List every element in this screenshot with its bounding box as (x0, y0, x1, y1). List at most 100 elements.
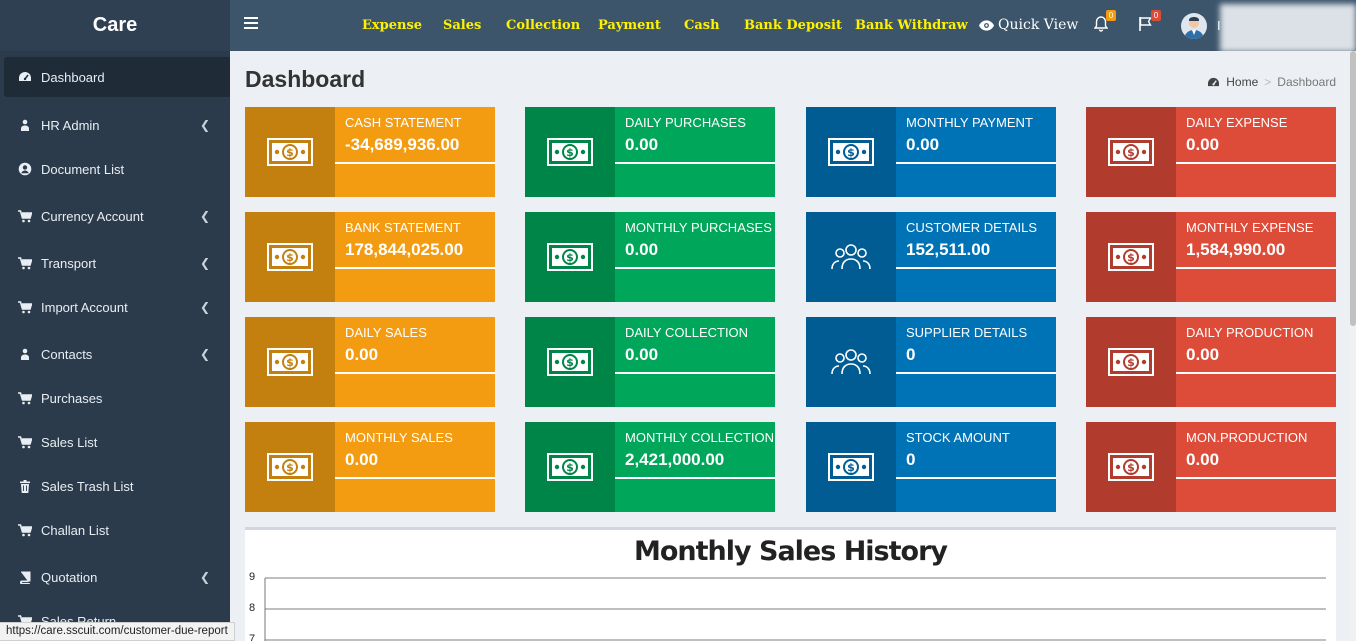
info-box-value: 1,584,990.00 (1186, 240, 1286, 259)
info-box-value: 178,844,025.00 (345, 240, 464, 259)
breadcrumb-home[interactable]: Home (1226, 75, 1259, 89)
nav-cash[interactable]: Cash (684, 18, 720, 33)
info-box-daily-expense[interactable]: $ DAILY EXPENSE 0.00 (1086, 107, 1336, 197)
info-box-monthly-sales[interactable]: $ MONTHLY SALES 0.00 (245, 422, 495, 512)
nav-bank-withdraw[interactable]: Bank Withdraw (855, 18, 968, 33)
sidebar-toggle-icon[interactable] (244, 17, 258, 29)
page-scrollbar[interactable] (1350, 51, 1356, 641)
sidebar-item-challan-list[interactable]: Challan List (0, 510, 230, 550)
info-box-value: 0.00 (345, 345, 379, 364)
sidebar-item-purchases[interactable]: Purchases (0, 378, 230, 418)
svg-text:$: $ (286, 461, 294, 474)
svg-text:$: $ (1127, 146, 1135, 159)
info-box-label: DAILY PURCHASES (625, 115, 746, 130)
svg-text:$: $ (1127, 461, 1135, 474)
info-box-monthly-expense[interactable]: $ MONTHLY EXPENSE 1,584,990.00 (1086, 212, 1336, 302)
info-box-daily-sales[interactable]: $ DAILY SALES 0.00 (245, 317, 495, 407)
svg-text:$: $ (1127, 356, 1135, 369)
money-icon: $ (1086, 317, 1176, 407)
svg-text:$: $ (566, 356, 574, 369)
info-box-divider (615, 372, 775, 374)
quick-view-button[interactable]: Quick View (979, 17, 1078, 33)
money-icon: $ (245, 422, 335, 512)
info-box-label: MONTHLY PURCHASES (625, 220, 772, 235)
info-box-divider (335, 267, 495, 269)
nav-sales[interactable]: Sales (443, 18, 482, 33)
svg-text:$: $ (566, 461, 574, 474)
cart-icon (17, 209, 33, 223)
nav-collection[interactable]: Collection (506, 18, 581, 33)
info-box-cash-statement[interactable]: $ CASH STATEMENT -34,689,936.00 (245, 107, 495, 197)
sidebar-item-label: Purchases (41, 390, 103, 406)
info-box-label: MONTHLY COLLECTION (625, 430, 775, 445)
sidebar-item-label: Document List (41, 161, 125, 177)
info-box-daily-purchases[interactable]: $ DAILY PURCHASES 0.00 (525, 107, 775, 197)
info-box-divider (1176, 372, 1336, 374)
sidebar-item-hr-admin[interactable]: HR Admin ❮ (0, 105, 230, 145)
info-box-monthly-collection[interactable]: $ MONTHLY COLLECTION 2,421,000.00 (525, 422, 775, 512)
cart-icon (17, 256, 33, 270)
info-box-value: 0.00 (906, 135, 940, 154)
money-icon: $ (1086, 107, 1176, 197)
info-box-label: CASH STATEMENT (345, 115, 462, 130)
sidebar-item-quotation[interactable]: Quotation ❮ (0, 557, 230, 597)
nav-bank-deposit[interactable]: Bank Deposit (744, 18, 842, 33)
avatar[interactable] (1181, 13, 1207, 39)
book-icon (17, 570, 33, 584)
info-box-divider (1176, 162, 1336, 164)
money-icon: $ (1086, 212, 1176, 302)
info-box-supplier-details[interactable]: SUPPLIER DETAILS 0 (806, 317, 1056, 407)
money-icon: $ (806, 107, 896, 197)
money-icon: $ (525, 422, 615, 512)
info-box-label: DAILY COLLECTION (625, 325, 749, 340)
sidebar-item-dashboard[interactable]: Dashboard (4, 57, 230, 97)
chevron-left-icon: ❮ (199, 118, 210, 132)
sidebar-item-document-list[interactable]: Document List (0, 149, 230, 189)
info-box-label: MONTHLY PAYMENT (906, 115, 1033, 130)
notifications-button[interactable]: 0 (1093, 10, 1116, 37)
notifications-badge: 0 (1106, 10, 1116, 21)
dashboard-icon (17, 70, 33, 84)
tasks-button[interactable]: 0 (1138, 10, 1161, 37)
users-icon (806, 317, 896, 407)
info-box-bank-statement[interactable]: $ BANK STATEMENT 178,844,025.00 (245, 212, 495, 302)
sidebar-item-sales-list[interactable]: Sales List (0, 422, 230, 462)
sidebar-item-transport[interactable]: Transport ❮ (0, 243, 230, 283)
info-box-mon-production[interactable]: $ MON.PRODUCTION 0.00 (1086, 422, 1336, 512)
info-box-value: 0.00 (625, 135, 659, 154)
sidebar-item-currency-account[interactable]: Currency Account ❮ (0, 196, 230, 236)
user-name[interactable]: I (1217, 18, 1221, 33)
y-tick-label: 9 (249, 571, 255, 583)
nav-expense[interactable]: Expense (362, 18, 423, 33)
sitemap-icon (17, 347, 33, 361)
info-box-divider (615, 267, 775, 269)
money-icon: $ (245, 317, 335, 407)
info-box-customer-details[interactable]: CUSTOMER DETAILS 152,511.00 (806, 212, 1056, 302)
info-box-label: MON.PRODUCTION (1186, 430, 1308, 445)
app-logo[interactable]: Care (0, 0, 230, 51)
user-menu-redacted (1220, 4, 1356, 52)
sidebar-item-contacts[interactable]: Contacts ❮ (0, 334, 230, 374)
info-box-stock-amount[interactable]: $ STOCK AMOUNT 0 (806, 422, 1056, 512)
info-box-monthly-payment[interactable]: $ MONTHLY PAYMENT 0.00 (806, 107, 1056, 197)
sidebar-item-label: Dashboard (41, 69, 105, 85)
info-box-value: 0.00 (1186, 450, 1220, 469)
quick-view-label: Quick View (998, 17, 1079, 33)
info-box-daily-collection[interactable]: $ DAILY COLLECTION 0.00 (525, 317, 775, 407)
svg-text:$: $ (566, 146, 574, 159)
sidebar-item-import-account[interactable]: Import Account ❮ (0, 287, 230, 327)
sidebar-item-sales-trash-list[interactable]: Sales Trash List (0, 466, 230, 506)
info-box-monthly-purchases[interactable]: $ MONTHLY PURCHASES 0.00 (525, 212, 775, 302)
info-box-divider (615, 477, 775, 479)
info-box-value: 0.00 (345, 450, 379, 469)
scrollbar-thumb[interactable] (1350, 51, 1356, 326)
info-box-daily-production[interactable]: $ DAILY PRODUCTION 0.00 (1086, 317, 1336, 407)
money-icon: $ (525, 317, 615, 407)
link-status-bar: https://care.sscuit.com/customer-due-rep… (0, 622, 235, 641)
sidebar-item-label: Sales List (41, 434, 98, 450)
info-box-divider (615, 162, 775, 164)
nav-payment[interactable]: Payment (598, 18, 661, 33)
info-box-divider (1176, 477, 1336, 479)
info-box-divider (335, 477, 495, 479)
info-box-label: STOCK AMOUNT (906, 430, 1010, 445)
